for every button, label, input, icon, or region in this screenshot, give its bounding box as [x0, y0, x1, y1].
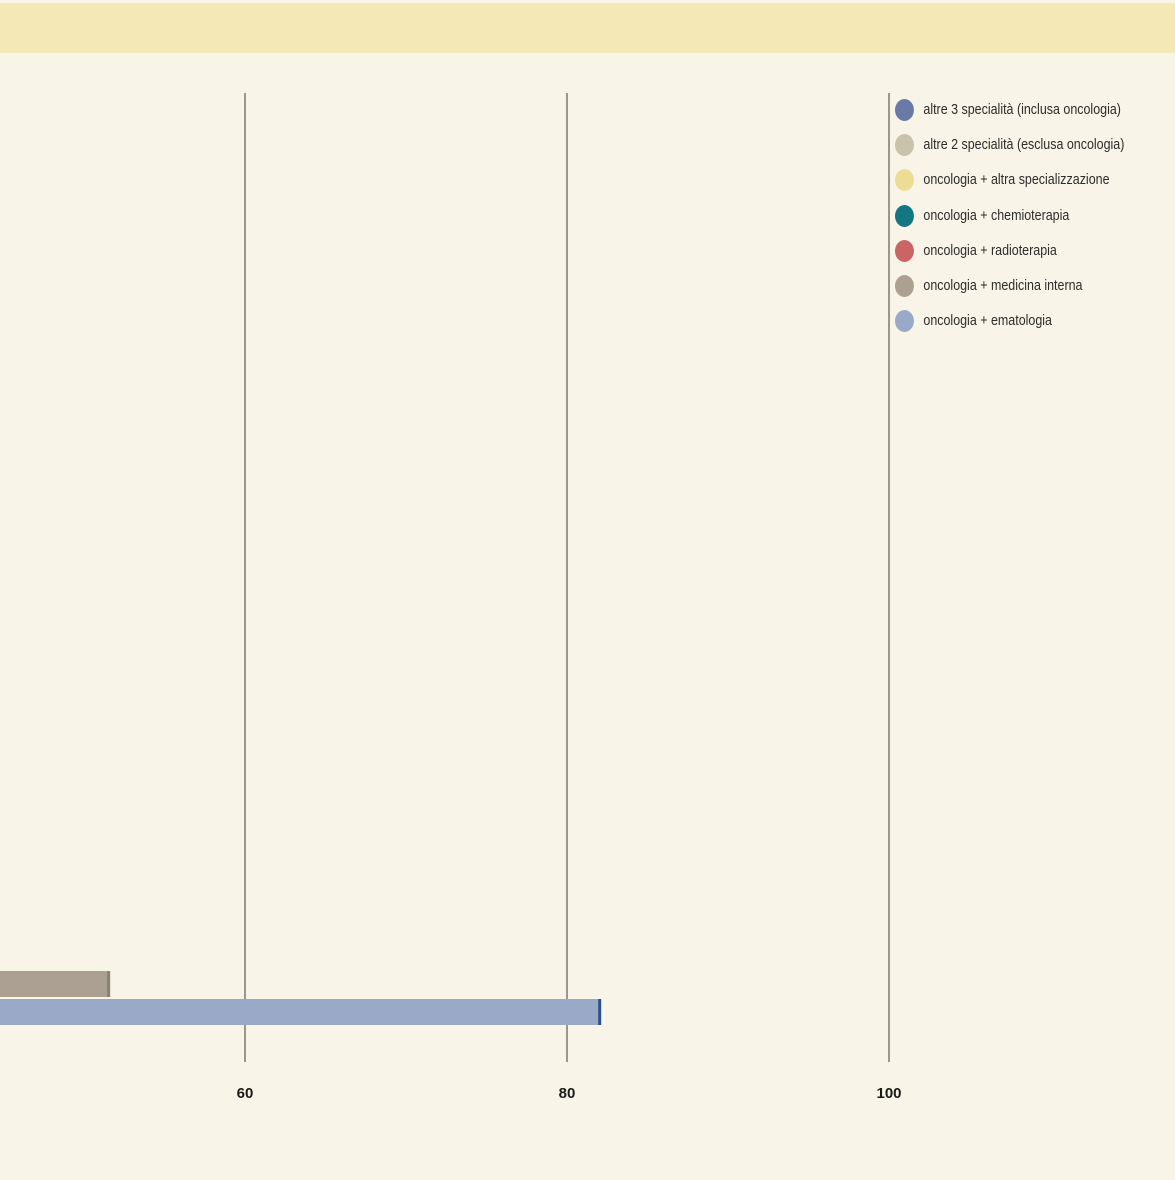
legend-swatch: [895, 133, 914, 156]
bar-end-edge: [598, 999, 602, 1025]
legend-label: altre 3 specialità (inclusa oncologia): [923, 101, 1121, 118]
bars: [0, 971, 602, 1025]
gridlines: [244, 93, 890, 1062]
legend-label: altre 2 specialità (esclusa oncologia): [923, 136, 1125, 153]
bar-end-edge: [107, 971, 111, 997]
legend-item: oncologia + ematologia: [895, 304, 1124, 339]
legend-label: oncologia + radioterapia: [923, 242, 1057, 259]
x-axis-ticks: 60 80 100: [237, 1085, 902, 1102]
x-tick-label-60: 60: [237, 1085, 254, 1102]
legend-label: oncologia + medicina interna: [923, 278, 1083, 295]
legend-item: altre 3 specialità (inclusa oncologia): [895, 92, 1124, 127]
legend-swatch: [895, 169, 914, 192]
legend-item: altre 2 specialità (esclusa oncologia): [895, 127, 1124, 162]
legend-label: oncologia + ematologia: [923, 313, 1052, 330]
legend: altre 3 specialità (inclusa oncologia) al…: [895, 92, 1162, 339]
legend-swatch: [895, 98, 914, 121]
bar-oncologia-medicina-interna: [0, 971, 109, 997]
legend-label: oncologia + chemioterapia: [923, 207, 1070, 224]
legend-swatch: [895, 204, 914, 227]
legend-swatch: [895, 275, 914, 298]
legend-label: oncologia + altra specializzazione: [923, 172, 1110, 189]
bar-oncologia-ematologia: [0, 999, 600, 1025]
legend-item: oncologia + medicina interna: [895, 268, 1124, 303]
legend-item: oncologia + chemioterapia: [895, 198, 1124, 233]
x-tick-label-100: 100: [876, 1085, 901, 1102]
legend-item: oncologia + radioterapia: [895, 233, 1124, 268]
legend-swatch: [895, 310, 914, 333]
legend-swatch: [895, 239, 914, 262]
header-band: [0, 3, 1175, 53]
x-tick-label-80: 80: [559, 1085, 576, 1102]
legend-item: oncologia + altra specializzazione: [895, 163, 1124, 198]
